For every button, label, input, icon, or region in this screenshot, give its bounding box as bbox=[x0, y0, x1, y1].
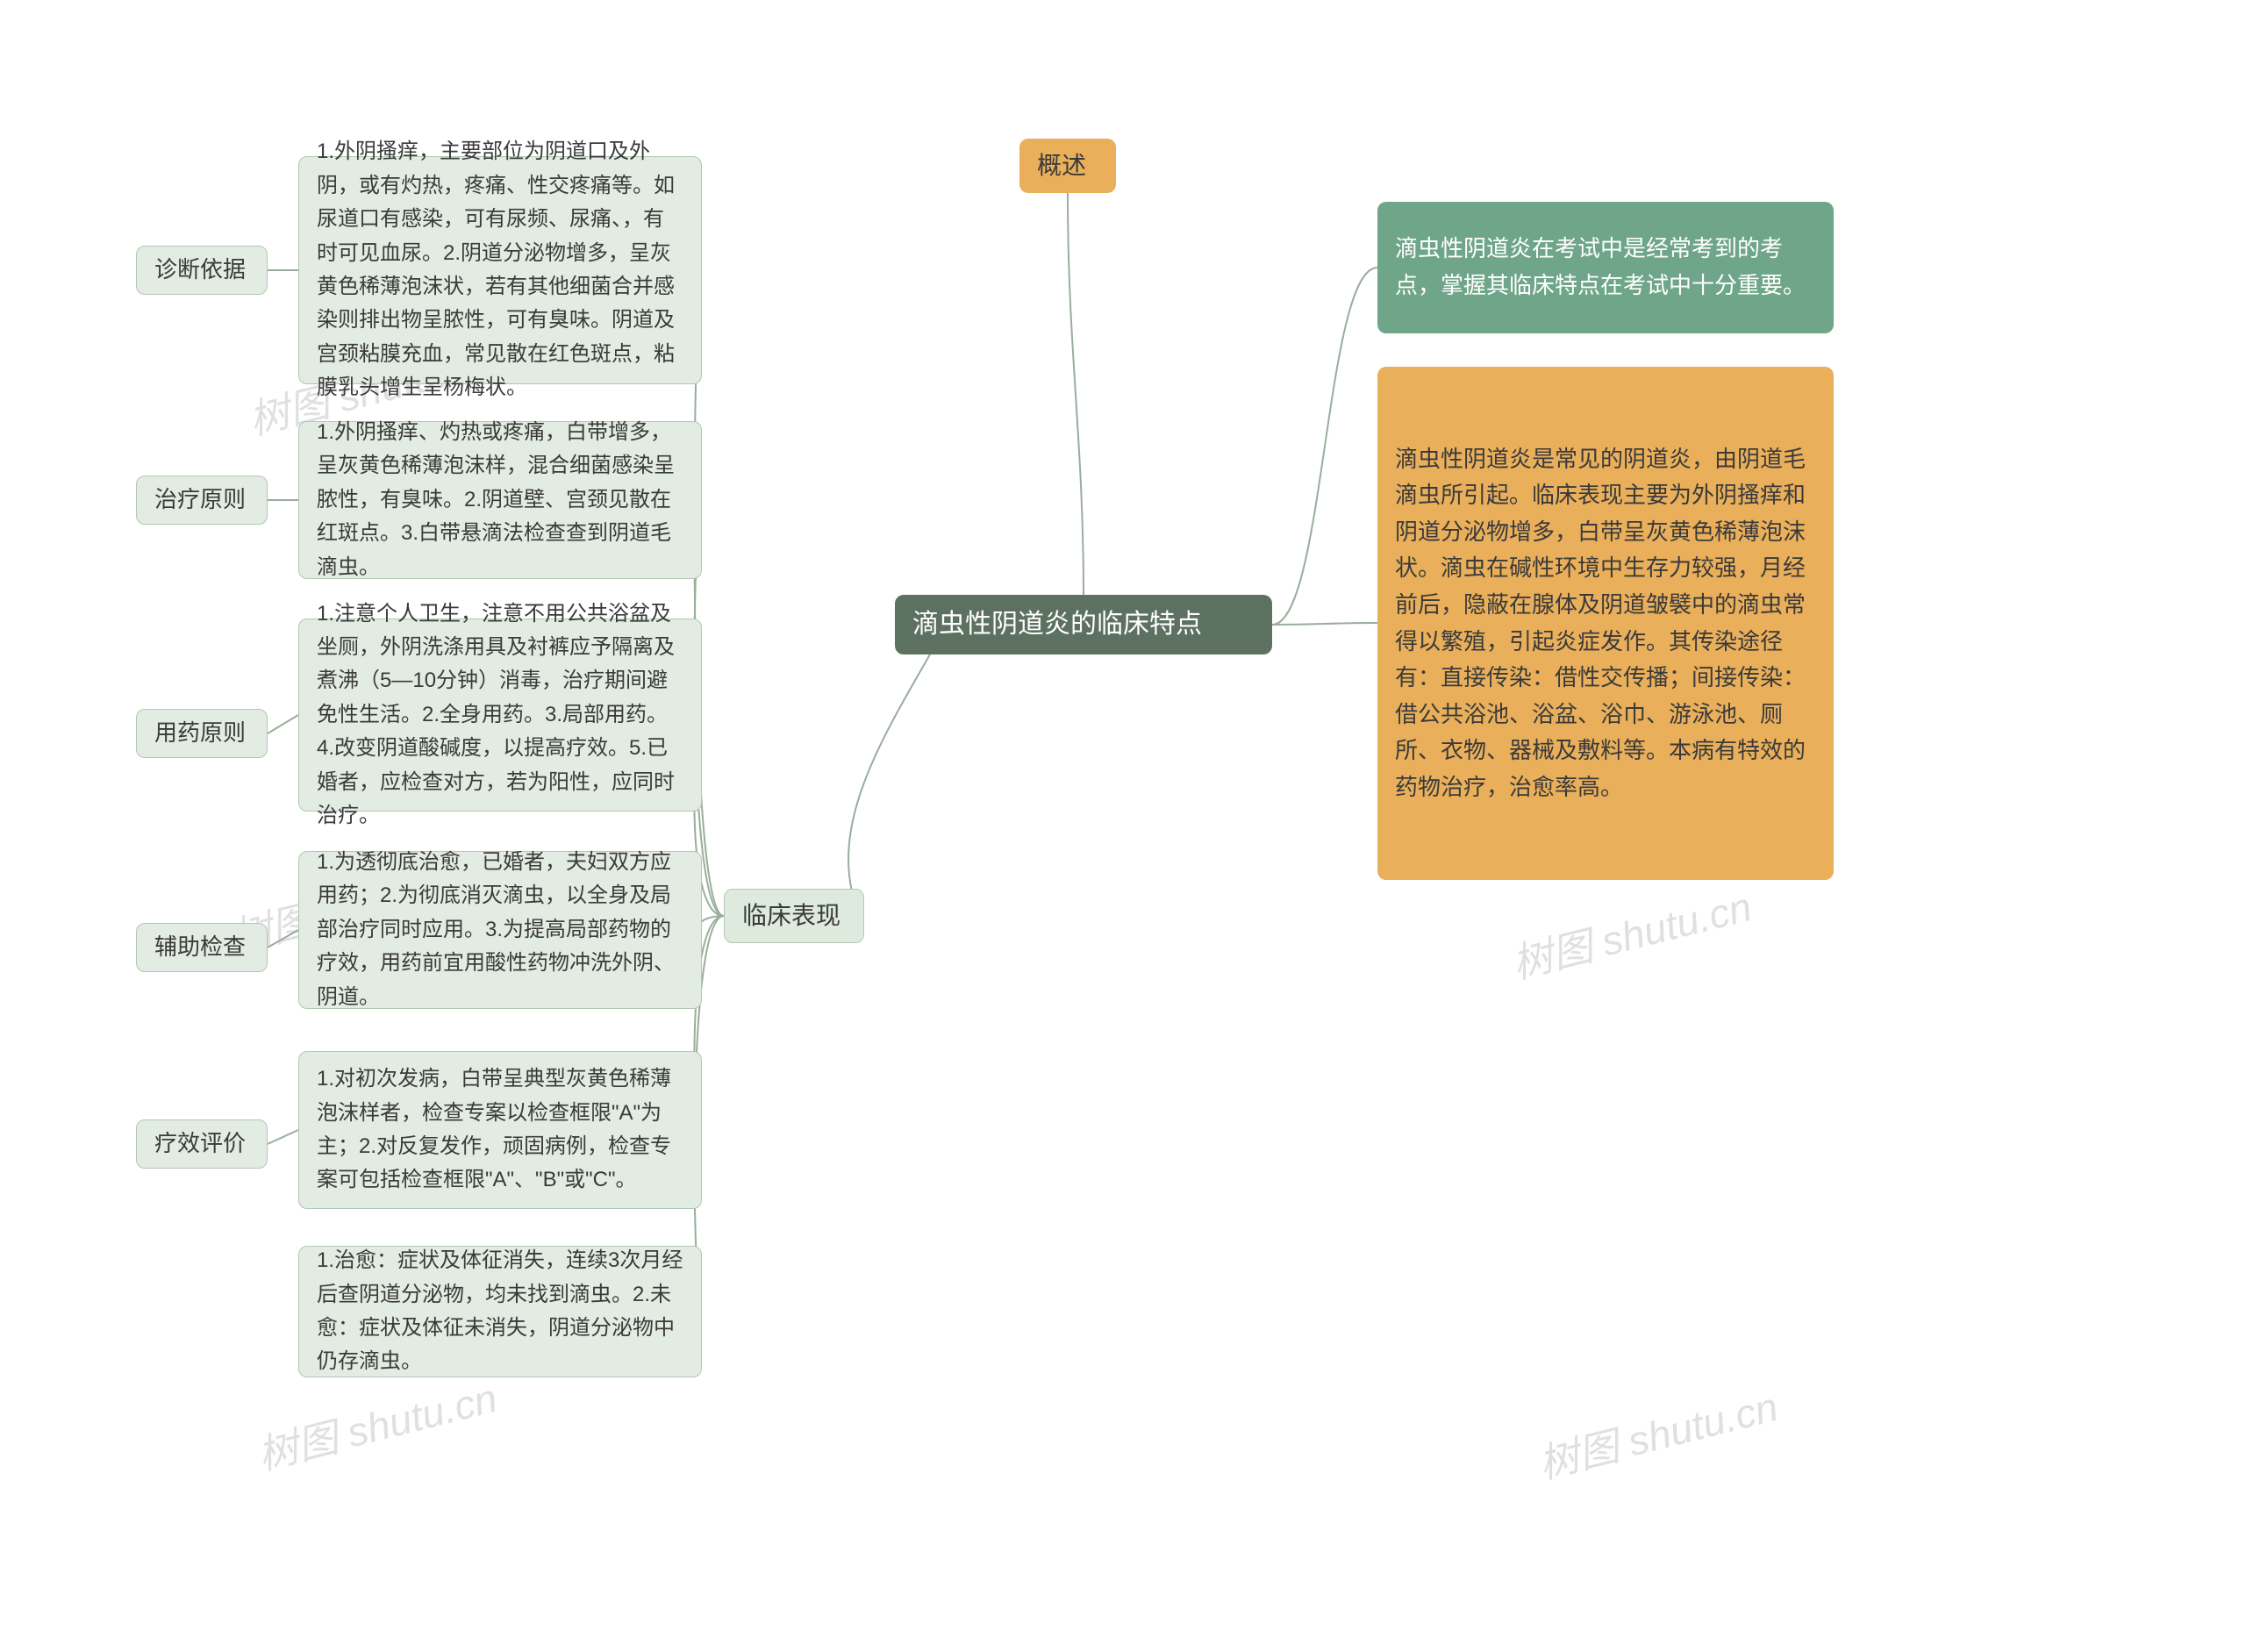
clinical-sub-treatment: 治疗原则 bbox=[136, 476, 268, 525]
clinical-sub-aux: 辅助检查 bbox=[136, 923, 268, 972]
overview-detail-2: 滴虫性阴道炎是常见的阴道炎，由阴道毛滴虫所引起。临床表现主要为外阴搔痒和阴道分泌… bbox=[1377, 367, 1834, 880]
clinical-detail-eval: 1.对初次发病，白带呈典型灰黄色稀薄泡沫样者，检查专案以检查框限"A"为主；2.… bbox=[298, 1051, 702, 1209]
root-node: 滴虫性阴道炎的临床特点 bbox=[895, 595, 1272, 654]
clinical-label: 临床表现 bbox=[724, 889, 864, 943]
clinical-detail-treatment: 1.外阴搔痒、灼热或疼痛，白带增多，呈灰黄色稀薄泡沫样，混合细菌感染呈脓性，有臭… bbox=[298, 421, 702, 579]
clinical-sub-diagnosis: 诊断依据 bbox=[136, 246, 268, 295]
clinical-detail-medication: 1.注意个人卫生，注意不用公共浴盆及坐厕，外阴洗涤用具及衬裤应予隔离及煮沸（5—… bbox=[298, 619, 702, 812]
overview-label: 概述 bbox=[1019, 139, 1116, 193]
overview-detail-1: 滴虫性阴道炎在考试中是经常考到的考点，掌握其临床特点在考试中十分重要。 bbox=[1377, 202, 1834, 333]
clinical-sub-eval: 疗效评价 bbox=[136, 1119, 268, 1169]
clinical-detail-outcome: 1.治愈：症状及体征消失，连续3次月经后查阴道分泌物，均未找到滴虫。2.未愈：症… bbox=[298, 1246, 702, 1377]
clinical-detail-aux: 1.为透彻底治愈，已婚者，夫妇双方应用药；2.为彻底消灭滴虫，以全身及局部治疗同… bbox=[298, 851, 702, 1009]
clinical-detail-diagnosis: 1.外阴搔痒，主要部位为阴道口及外阴，或有灼热，疼痛、性交疼痛等。如尿道口有感染… bbox=[298, 156, 702, 384]
clinical-sub-medication: 用药原则 bbox=[136, 709, 268, 758]
